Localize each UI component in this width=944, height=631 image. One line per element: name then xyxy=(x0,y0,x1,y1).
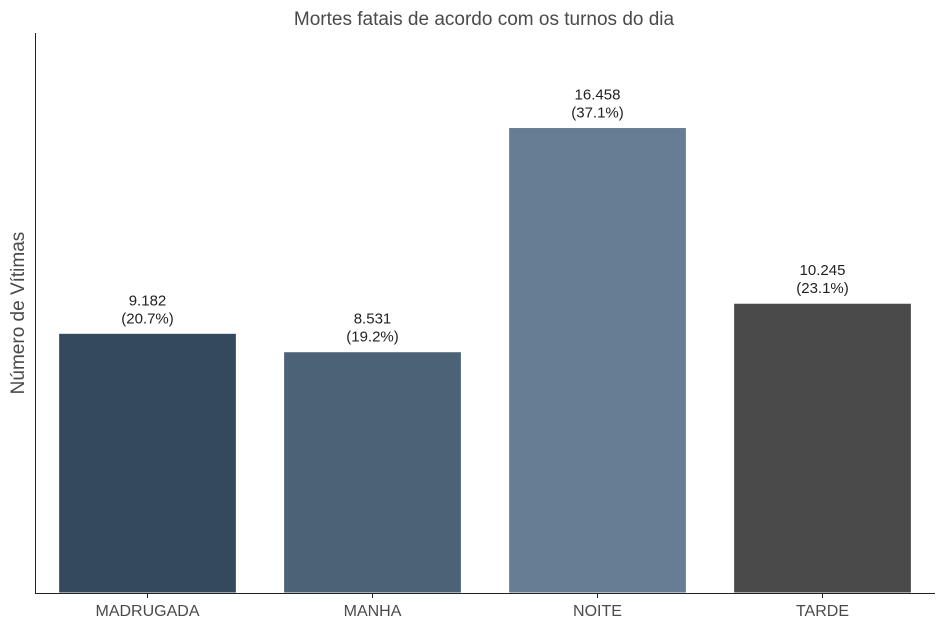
x-tick-label-tarde: TARDE xyxy=(796,603,849,620)
bar-madrugada xyxy=(58,332,237,594)
x-tick-label-manha: MANHA xyxy=(344,603,402,620)
data-labels-group: 9.182(20.7%) 8.531(19.2%) 16.458(37.1%) 10.… xyxy=(121,87,849,346)
x-tick-label-noite: NOITE xyxy=(573,603,622,620)
value-label-noite: 16.458 xyxy=(575,87,621,104)
value-label-tarde: 10.245 xyxy=(800,262,846,279)
chart-title: Mortes fatais de acordo com os turnos do… xyxy=(294,9,675,30)
x-tick-labels-group: MADRUGADA MANHA NOITE TARDE xyxy=(95,593,849,620)
value-label-madrugada: 9.182 xyxy=(129,292,167,309)
x-tick-label-madrugada: MADRUGADA xyxy=(95,603,199,620)
y-axis-label: Número de Vítimas xyxy=(8,232,29,395)
percent-label-tarde: (23.1%) xyxy=(796,280,849,297)
percent-label-noite: (37.1%) xyxy=(571,105,624,122)
bar-tarde xyxy=(733,302,912,594)
bar-manha xyxy=(283,351,462,594)
bar-noite xyxy=(508,127,687,594)
value-label-manha: 8.531 xyxy=(354,311,392,328)
percent-label-madrugada: (20.7%) xyxy=(121,310,174,327)
percent-label-manha: (19.2%) xyxy=(346,329,399,346)
bars-group xyxy=(58,127,912,594)
